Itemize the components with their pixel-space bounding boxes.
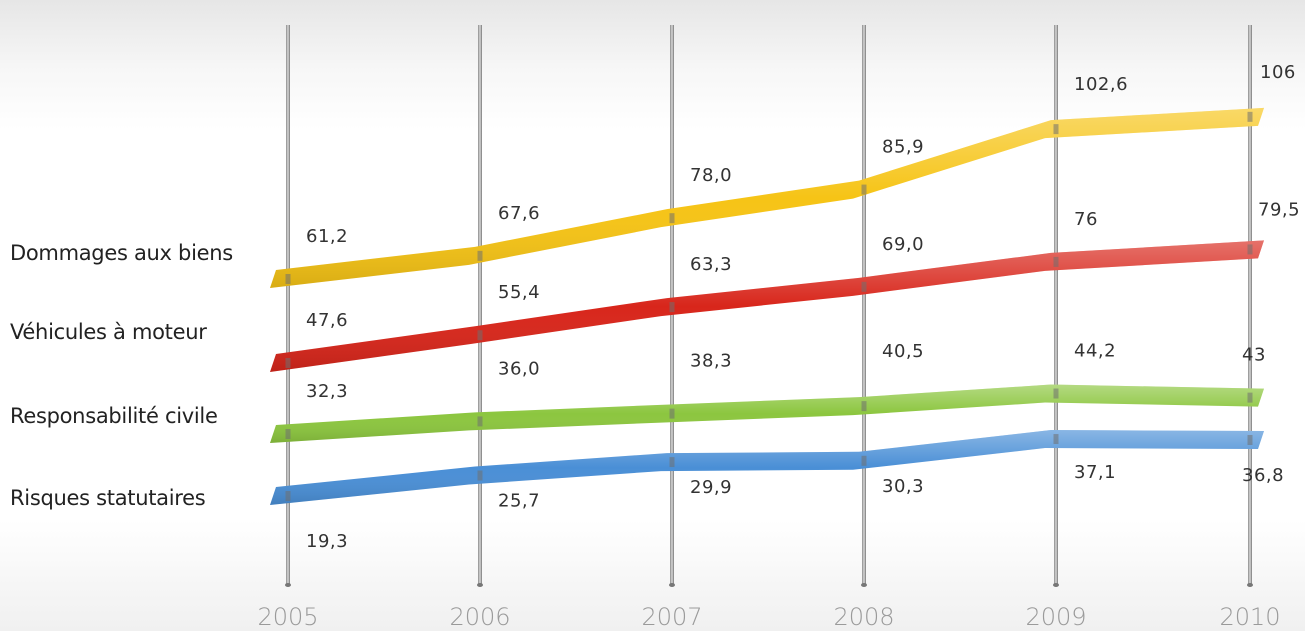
data-point bbox=[477, 470, 483, 481]
value-label: 40,5 bbox=[882, 341, 924, 362]
data-point bbox=[477, 330, 483, 341]
data-point bbox=[861, 455, 867, 466]
data-point bbox=[1053, 388, 1059, 399]
value-label: 79,5 bbox=[1258, 199, 1300, 220]
pole-base-2007 bbox=[669, 583, 675, 587]
data-point bbox=[1247, 435, 1253, 445]
data-point bbox=[285, 358, 291, 368]
series-shading-2 bbox=[270, 384, 1264, 443]
value-label: 36,0 bbox=[498, 358, 540, 379]
value-labels: 61,2 67,6 78,0 85,9 102,6 106 47,6 55,4 63,3 69,0… bbox=[306, 62, 1300, 552]
year-axis: 2005 2006 2007 2008 2009 2010 bbox=[257, 603, 1280, 631]
data-point bbox=[285, 274, 291, 284]
series-shading-1 bbox=[270, 240, 1264, 372]
data-point bbox=[477, 250, 483, 261]
value-label: 25,7 bbox=[498, 491, 540, 512]
value-label: 102,6 bbox=[1074, 74, 1128, 95]
value-label: 32,3 bbox=[306, 381, 348, 402]
data-point bbox=[669, 302, 675, 313]
series-ribbons bbox=[270, 107, 1264, 505]
value-label: 38,3 bbox=[690, 351, 732, 372]
value-label: 37,1 bbox=[1074, 462, 1116, 483]
data-point bbox=[1053, 124, 1059, 135]
data-point bbox=[861, 184, 867, 195]
value-label: 78,0 bbox=[690, 165, 732, 186]
data-point bbox=[669, 457, 675, 468]
value-label: 69,0 bbox=[882, 234, 924, 255]
pole-2006 bbox=[478, 25, 482, 585]
pole-base-2005 bbox=[285, 583, 291, 587]
legend-risques-statutaires: Risques statutaires bbox=[10, 486, 206, 510]
value-label: 106 bbox=[1260, 62, 1296, 83]
data-point bbox=[285, 429, 291, 439]
data-point bbox=[477, 416, 483, 427]
value-label: 76 bbox=[1074, 209, 1098, 230]
pole-2010 bbox=[1248, 25, 1252, 585]
series-shading-3 bbox=[270, 430, 1264, 505]
value-label: 43 bbox=[1242, 345, 1266, 366]
data-point bbox=[1247, 392, 1253, 403]
value-label: 85,9 bbox=[882, 137, 924, 158]
pole-base-2010 bbox=[1247, 583, 1253, 587]
pole-base-2009 bbox=[1053, 583, 1059, 587]
value-label: 55,4 bbox=[498, 282, 540, 303]
value-label: 44,2 bbox=[1074, 341, 1116, 362]
pole-base-2008 bbox=[861, 583, 867, 587]
pole-nodes bbox=[285, 111, 1253, 501]
series-shading-0 bbox=[270, 107, 1264, 288]
data-point bbox=[1247, 244, 1253, 255]
pole-2008 bbox=[862, 25, 866, 585]
x-tick-label: 2006 bbox=[449, 603, 510, 631]
x-tick-label: 2005 bbox=[257, 603, 318, 631]
value-label: 19,3 bbox=[306, 531, 348, 552]
x-tick-label: 2008 bbox=[833, 603, 894, 631]
value-label: 61,2 bbox=[306, 226, 348, 247]
value-label: 30,3 bbox=[882, 476, 924, 497]
legend-dommages-aux-biens: Dommages aux biens bbox=[10, 241, 233, 265]
value-label: 36,8 bbox=[1242, 465, 1284, 486]
data-point bbox=[861, 281, 867, 292]
pole-2005 bbox=[286, 25, 290, 585]
pole-base-2006 bbox=[477, 583, 483, 587]
x-tick-label: 2010 bbox=[1219, 603, 1280, 631]
data-point bbox=[669, 213, 675, 224]
data-point bbox=[1247, 111, 1253, 122]
data-point bbox=[861, 401, 867, 412]
data-point bbox=[285, 491, 291, 501]
legend-responsabilite-civile: Responsabilité civile bbox=[10, 404, 218, 428]
x-tick-label: 2009 bbox=[1025, 603, 1086, 631]
data-point bbox=[1053, 434, 1059, 445]
x-tick-label: 2007 bbox=[641, 603, 702, 631]
value-label: 29,9 bbox=[690, 477, 732, 498]
year-poles bbox=[285, 25, 1253, 587]
data-point bbox=[669, 408, 675, 419]
pole-2009 bbox=[1054, 25, 1058, 585]
legend-vehicules-a-moteur: Véhicules à moteur bbox=[10, 320, 207, 344]
data-point bbox=[1053, 256, 1059, 267]
value-label: 63,3 bbox=[690, 254, 732, 275]
value-label: 67,6 bbox=[498, 203, 540, 224]
value-label: 47,6 bbox=[306, 310, 348, 331]
